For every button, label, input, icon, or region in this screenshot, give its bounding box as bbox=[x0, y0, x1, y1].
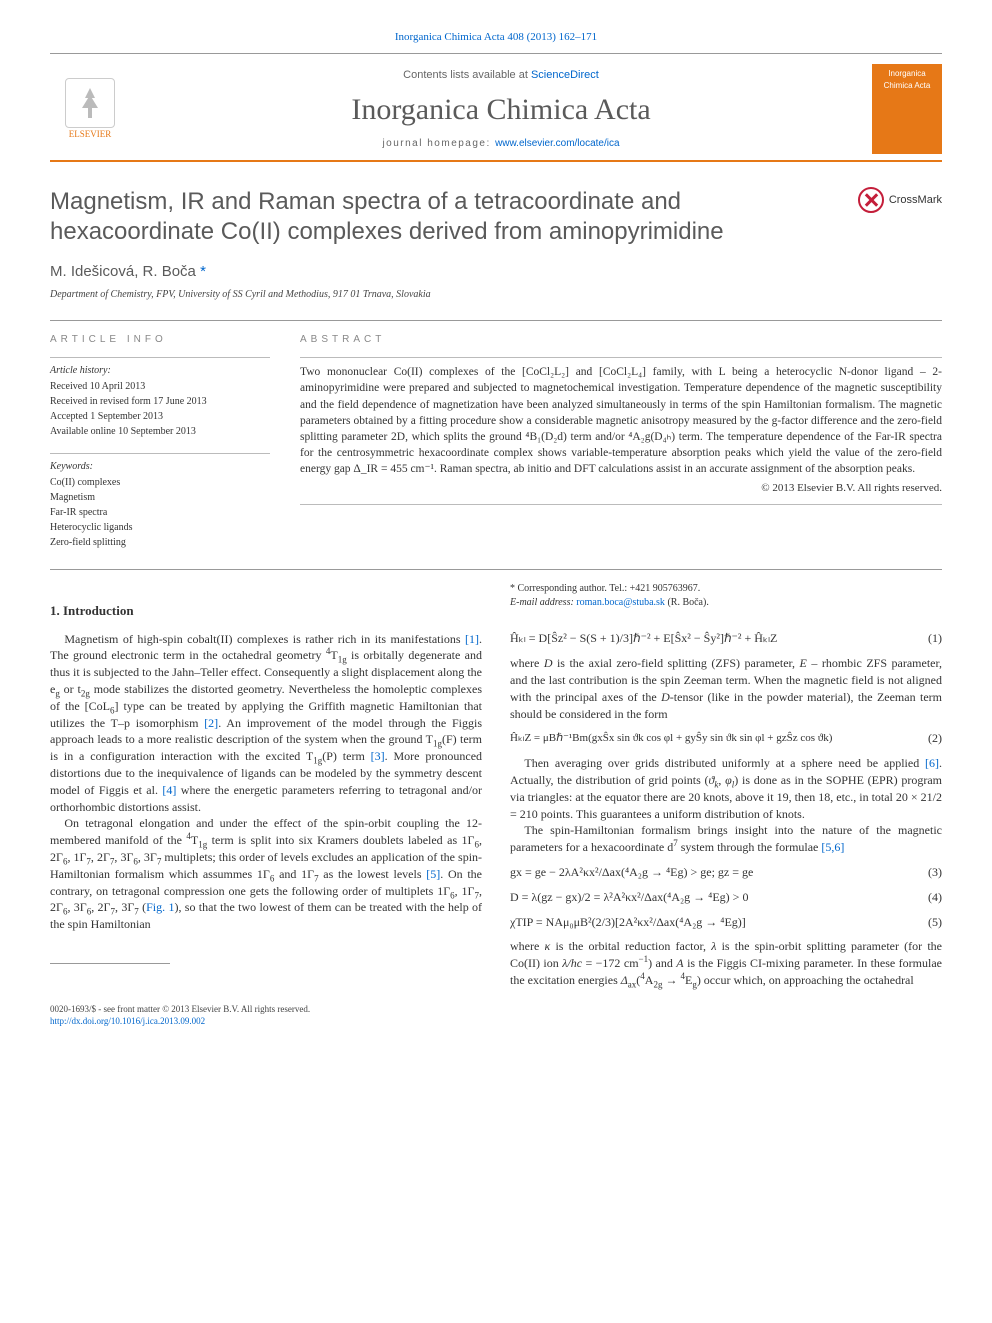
elsevier-label: ELSEVIER bbox=[69, 128, 112, 141]
keyword: Heterocyclic ligands bbox=[50, 521, 270, 535]
body-p1-b: . The ground electronic term in the octa… bbox=[50, 632, 482, 730]
ref-link[interactable]: [3] bbox=[371, 749, 385, 763]
doi-link[interactable]: http://dx.doi.org/10.1016/j.ica.2013.09.… bbox=[50, 1016, 205, 1026]
page-footer: 0020-1693/$ - see front matter © 2013 El… bbox=[50, 1003, 942, 1028]
elsevier-tree-icon bbox=[65, 78, 115, 128]
keyword: Co(II) complexes bbox=[50, 476, 270, 490]
eq-body: χTIP = NAμ₀μB²(2/3)[2A²κx²/Δax(⁴A₂g → ⁴E… bbox=[510, 914, 928, 931]
fig-link[interactable]: Fig. 1 bbox=[146, 900, 174, 914]
sciencedirect-link[interactable]: ScienceDirect bbox=[531, 69, 599, 81]
ref-link[interactable]: [5] bbox=[426, 867, 440, 881]
article-title: Magnetism, IR and Raman spectra of a tet… bbox=[50, 187, 838, 247]
paragraph: The spin-Hamiltonian formalism brings in… bbox=[510, 822, 942, 856]
eq-number: (3) bbox=[928, 864, 942, 881]
contents-line: Contents lists available at ScienceDirec… bbox=[150, 68, 852, 83]
keyword: Magnetism bbox=[50, 491, 270, 505]
keyword: Far-IR spectra bbox=[50, 506, 270, 520]
history-online: Available online 10 September 2013 bbox=[50, 425, 270, 439]
history-accepted: Accepted 1 September 2013 bbox=[50, 410, 270, 424]
homepage-link[interactable]: www.elsevier.com/locate/ica bbox=[495, 138, 620, 149]
journal-title: Inorganica Chimica Acta bbox=[150, 89, 852, 131]
equation: χTIP = NAμ₀μB²(2/3)[2A²κx²/Δax(⁴A₂g → ⁴E… bbox=[510, 914, 942, 931]
equation: gx = ge − 2λA²κx²/Δax(⁴A₂g → ⁴Eg) > ge; … bbox=[510, 864, 942, 881]
eq-number: (5) bbox=[928, 914, 942, 931]
keyword: Zero-field splitting bbox=[50, 536, 270, 550]
citation-bar: Inorganica Chimica Acta 408 (2013) 162–1… bbox=[50, 30, 942, 45]
divider bbox=[300, 504, 942, 505]
equation: ĤₖₗZ = μBℏ⁻¹Bm(gxŜx sin ϑk cos φl + gyŜy… bbox=[510, 730, 942, 747]
masthead: ELSEVIER Contents lists available at Sci… bbox=[50, 53, 942, 162]
abstract: ABSTRACT Two mononuclear Co(II) complexe… bbox=[300, 333, 942, 551]
authors: M. Idešicová, R. Boča * bbox=[50, 261, 942, 282]
issn-line: 0020-1693/$ - see front matter © 2013 El… bbox=[50, 1003, 942, 1016]
equation: Ĥₖₗ = D[Ŝz² − S(S + 1)/3]ℏ⁻² + E[Ŝx² − Ŝ… bbox=[510, 630, 942, 647]
equation: D = λ(gz − gx)/2 = λ²A²κx²/Δax(⁴A₂g → ⁴E… bbox=[510, 889, 942, 906]
divider bbox=[50, 569, 942, 570]
corresponding-marker[interactable]: * bbox=[200, 263, 206, 280]
corresponding-note: * Corresponding author. Tel.: +421 90576… bbox=[510, 582, 942, 596]
homepage-label: journal homepage: bbox=[382, 138, 495, 149]
citation-link[interactable]: Inorganica Chimica Acta 408 (2013) 162–1… bbox=[395, 31, 597, 43]
divider bbox=[50, 320, 942, 321]
ref-link[interactable]: [4] bbox=[162, 783, 176, 797]
article-info: ARTICLE INFO Article history: Received 1… bbox=[50, 333, 270, 551]
divider bbox=[50, 357, 270, 358]
eq-body: gx = ge − 2λA²κx²/Δax(⁴A₂g → ⁴Eg) > ge; … bbox=[510, 864, 928, 881]
affiliation: Department of Chemistry, FPV, University… bbox=[50, 288, 942, 302]
ref-link[interactable]: [5,6] bbox=[821, 840, 844, 854]
footnote-separator bbox=[50, 963, 170, 964]
author-names: M. Idešicová, R. Boča bbox=[50, 263, 196, 280]
divider bbox=[300, 357, 942, 358]
history-label: Article history: bbox=[50, 364, 270, 378]
ref-link[interactable]: [1] bbox=[465, 632, 479, 646]
body-p6: where κ is the orbital reduction factor,… bbox=[510, 939, 942, 987]
homepage-line: journal homepage: www.elsevier.com/locat… bbox=[150, 137, 852, 151]
abstract-text: Two mononuclear Co(II) complexes of the … bbox=[300, 364, 942, 477]
eq-body: ĤₖₗZ = μBℏ⁻¹Bm(gxŜx sin ϑk cos φl + gyŜy… bbox=[510, 731, 928, 746]
email-who: (R. Boča). bbox=[667, 597, 708, 608]
history-revised: Received in revised form 17 June 2013 bbox=[50, 395, 270, 409]
divider bbox=[50, 453, 270, 454]
paragraph: Then averaging over grids distributed un… bbox=[510, 755, 942, 822]
paragraph: Magnetism of high-spin cobalt(II) comple… bbox=[50, 631, 482, 816]
eq-number: (1) bbox=[928, 630, 942, 647]
paragraph: where D is the axial zero-field splittin… bbox=[510, 655, 942, 722]
keywords-label: Keywords: bbox=[50, 460, 270, 474]
footnotes: * Corresponding author. Tel.: +421 90576… bbox=[510, 582, 942, 610]
contents-prefix: Contents lists available at bbox=[403, 69, 531, 81]
body-p2-a: On tetragonal elongation and under the e… bbox=[50, 816, 482, 880]
history-received: Received 10 April 2013 bbox=[50, 380, 270, 394]
body-text: 1. Introduction Magnetism of high-spin c… bbox=[50, 582, 942, 988]
eq-number: (2) bbox=[928, 730, 942, 747]
eq-body: Ĥₖₗ = D[Ŝz² − S(S + 1)/3]ℏ⁻² + E[Ŝx² − Ŝ… bbox=[510, 630, 928, 647]
body-p5-a: The spin-Hamiltonian formalism brings in… bbox=[510, 823, 942, 854]
paragraph: where κ is the orbital reduction factor,… bbox=[510, 938, 942, 988]
eq-number: (4) bbox=[928, 889, 942, 906]
body-p4-a: Then averaging over grids distributed un… bbox=[524, 756, 925, 770]
masthead-center: Contents lists available at ScienceDirec… bbox=[150, 68, 852, 151]
elsevier-logo: ELSEVIER bbox=[50, 69, 130, 149]
paragraph: On tetragonal elongation and under the e… bbox=[50, 815, 482, 933]
crossmark-badge[interactable]: CrossMark bbox=[858, 187, 942, 213]
body-p1-a: Magnetism of high-spin cobalt(II) comple… bbox=[64, 632, 465, 646]
email-link[interactable]: roman.boca@stuba.sk bbox=[576, 597, 665, 608]
section-heading: 1. Introduction bbox=[50, 602, 482, 620]
crossmark-icon bbox=[858, 187, 884, 213]
eq-body: D = λ(gz − gx)/2 = λ²A²κx²/Δax(⁴A₂g → ⁴E… bbox=[510, 889, 928, 906]
abstract-copyright: © 2013 Elsevier B.V. All rights reserved… bbox=[300, 481, 942, 496]
body-p3: where D is the axial zero-field splittin… bbox=[510, 656, 942, 720]
ref-link[interactable]: [6] bbox=[925, 756, 939, 770]
crossmark-label: CrossMark bbox=[889, 193, 942, 208]
journal-cover: Inorganica Chimica Acta bbox=[872, 64, 942, 154]
ref-link[interactable]: [2] bbox=[204, 716, 218, 730]
email-label: E-mail address: bbox=[510, 597, 574, 608]
abstract-header: ABSTRACT bbox=[300, 333, 942, 347]
info-header: ARTICLE INFO bbox=[50, 333, 270, 347]
